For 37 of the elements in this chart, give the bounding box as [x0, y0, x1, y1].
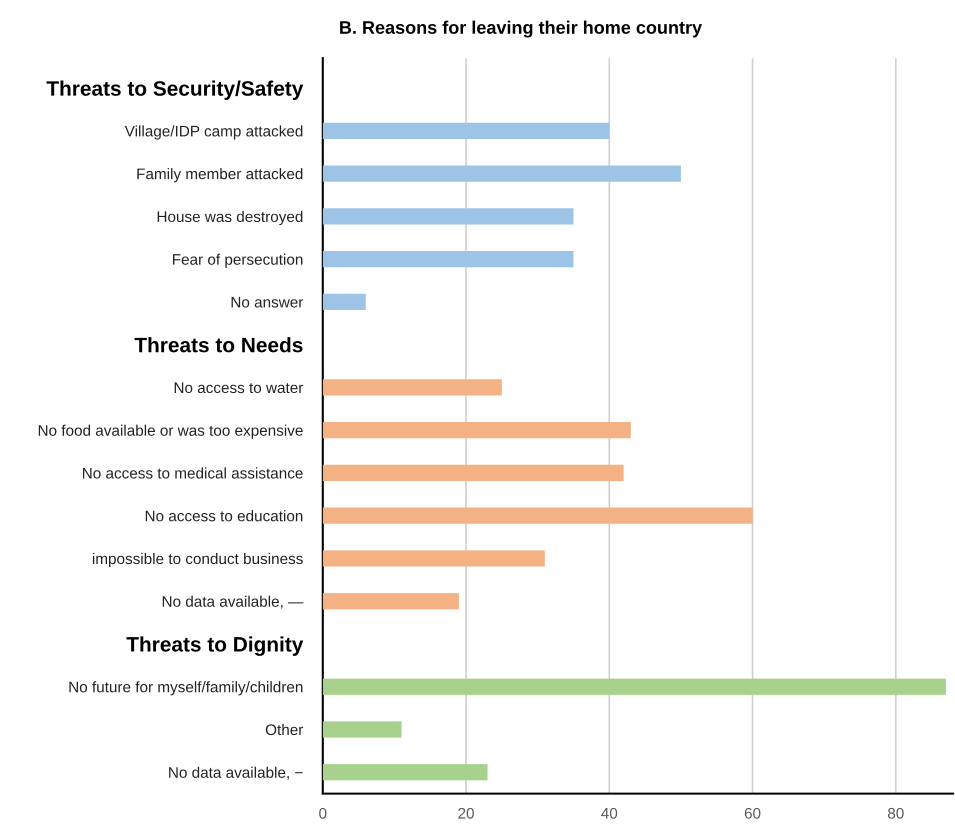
y-tick-label: Threats to Security/Safety [46, 80, 304, 100]
y-tick-label: No answer [232, 296, 304, 308]
y-tick-label: No data available, — [162, 596, 304, 609]
x-tick-label: 0 [319, 808, 326, 819]
bar [322, 464, 624, 482]
y-tick-label: Threats to Dignity [126, 636, 304, 656]
x-tick-label: 60 [744, 808, 760, 819]
bar [322, 379, 502, 396]
bar [322, 593, 459, 610]
y-tick-label: Village/IDP camp attacked [124, 125, 302, 140]
bar [322, 550, 545, 567]
y-tick-label: No access to education [146, 510, 302, 522]
y-tick-label: House was destroyed [158, 210, 302, 226]
y-tick-label: No data available, − [169, 766, 303, 780]
y-tick-label: No access to water [174, 382, 304, 394]
bar [322, 122, 610, 139]
bar [322, 251, 574, 268]
bar [322, 208, 574, 224]
bar [322, 508, 753, 524]
bar [322, 422, 631, 438]
bar [322, 678, 946, 695]
x-tick-label: 20 [458, 808, 474, 819]
x-tick-label: 80 [888, 808, 904, 819]
y-tick-label: Other [266, 724, 304, 736]
y-tick-label: impossible to conduct business [92, 552, 303, 568]
y-tick-label: No future for myself/family/children [69, 681, 302, 696]
bar [322, 764, 488, 780]
bar [322, 165, 681, 182]
y-tick-label: Fear of persecution [172, 254, 302, 268]
y-tick-label: No food available or was too expensive [38, 424, 303, 439]
y-tick-label: No access to medical assistance [82, 467, 303, 479]
x-tick-label: 40 [601, 808, 618, 819]
bar [322, 721, 402, 738]
y-tick-label: Threats to Needs [134, 337, 303, 352]
bar [322, 294, 366, 310]
y-tick-label: Family member attacked [137, 168, 302, 182]
chart-title: B. Reasons for leaving their home country [340, 20, 702, 38]
